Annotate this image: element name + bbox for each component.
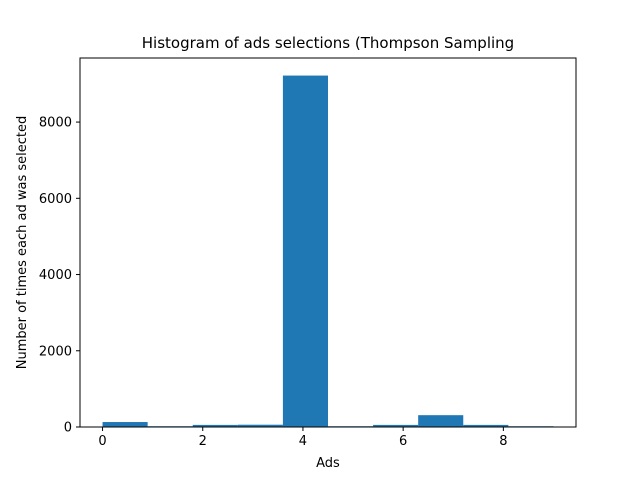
bar-2 <box>192 424 238 427</box>
x-tick-label: 0 <box>98 434 106 449</box>
y-tick-label: 8000 <box>39 116 72 131</box>
x-tick-label: 6 <box>399 434 407 449</box>
x-tick-label: 2 <box>199 434 207 449</box>
x-tick-label: 4 <box>299 434 307 449</box>
chart-title: Histogram of ads selections (Thompson Sa… <box>142 34 514 52</box>
x-axis-label: Ads <box>316 456 340 471</box>
bar-0 <box>102 422 148 427</box>
y-axis-label: Number of times each ad was selected <box>15 116 30 370</box>
bar-8 <box>463 424 509 427</box>
y-tick-label: 0 <box>64 421 72 436</box>
bar-7 <box>418 415 464 427</box>
y-tick-label: 6000 <box>39 192 72 207</box>
y-axis-ticks: 0 2000 4000 6000 8000 <box>39 116 80 436</box>
bars-group <box>102 75 554 427</box>
y-tick-label: 2000 <box>39 344 72 359</box>
bar-6 <box>373 424 419 427</box>
bar-4 <box>282 75 328 427</box>
x-axis-ticks: 0 2 4 6 8 <box>98 427 507 449</box>
bar-3 <box>237 424 283 427</box>
plot-area-frame <box>79 57 577 428</box>
y-tick-label: 4000 <box>39 268 72 283</box>
x-tick-label: 8 <box>499 434 507 449</box>
